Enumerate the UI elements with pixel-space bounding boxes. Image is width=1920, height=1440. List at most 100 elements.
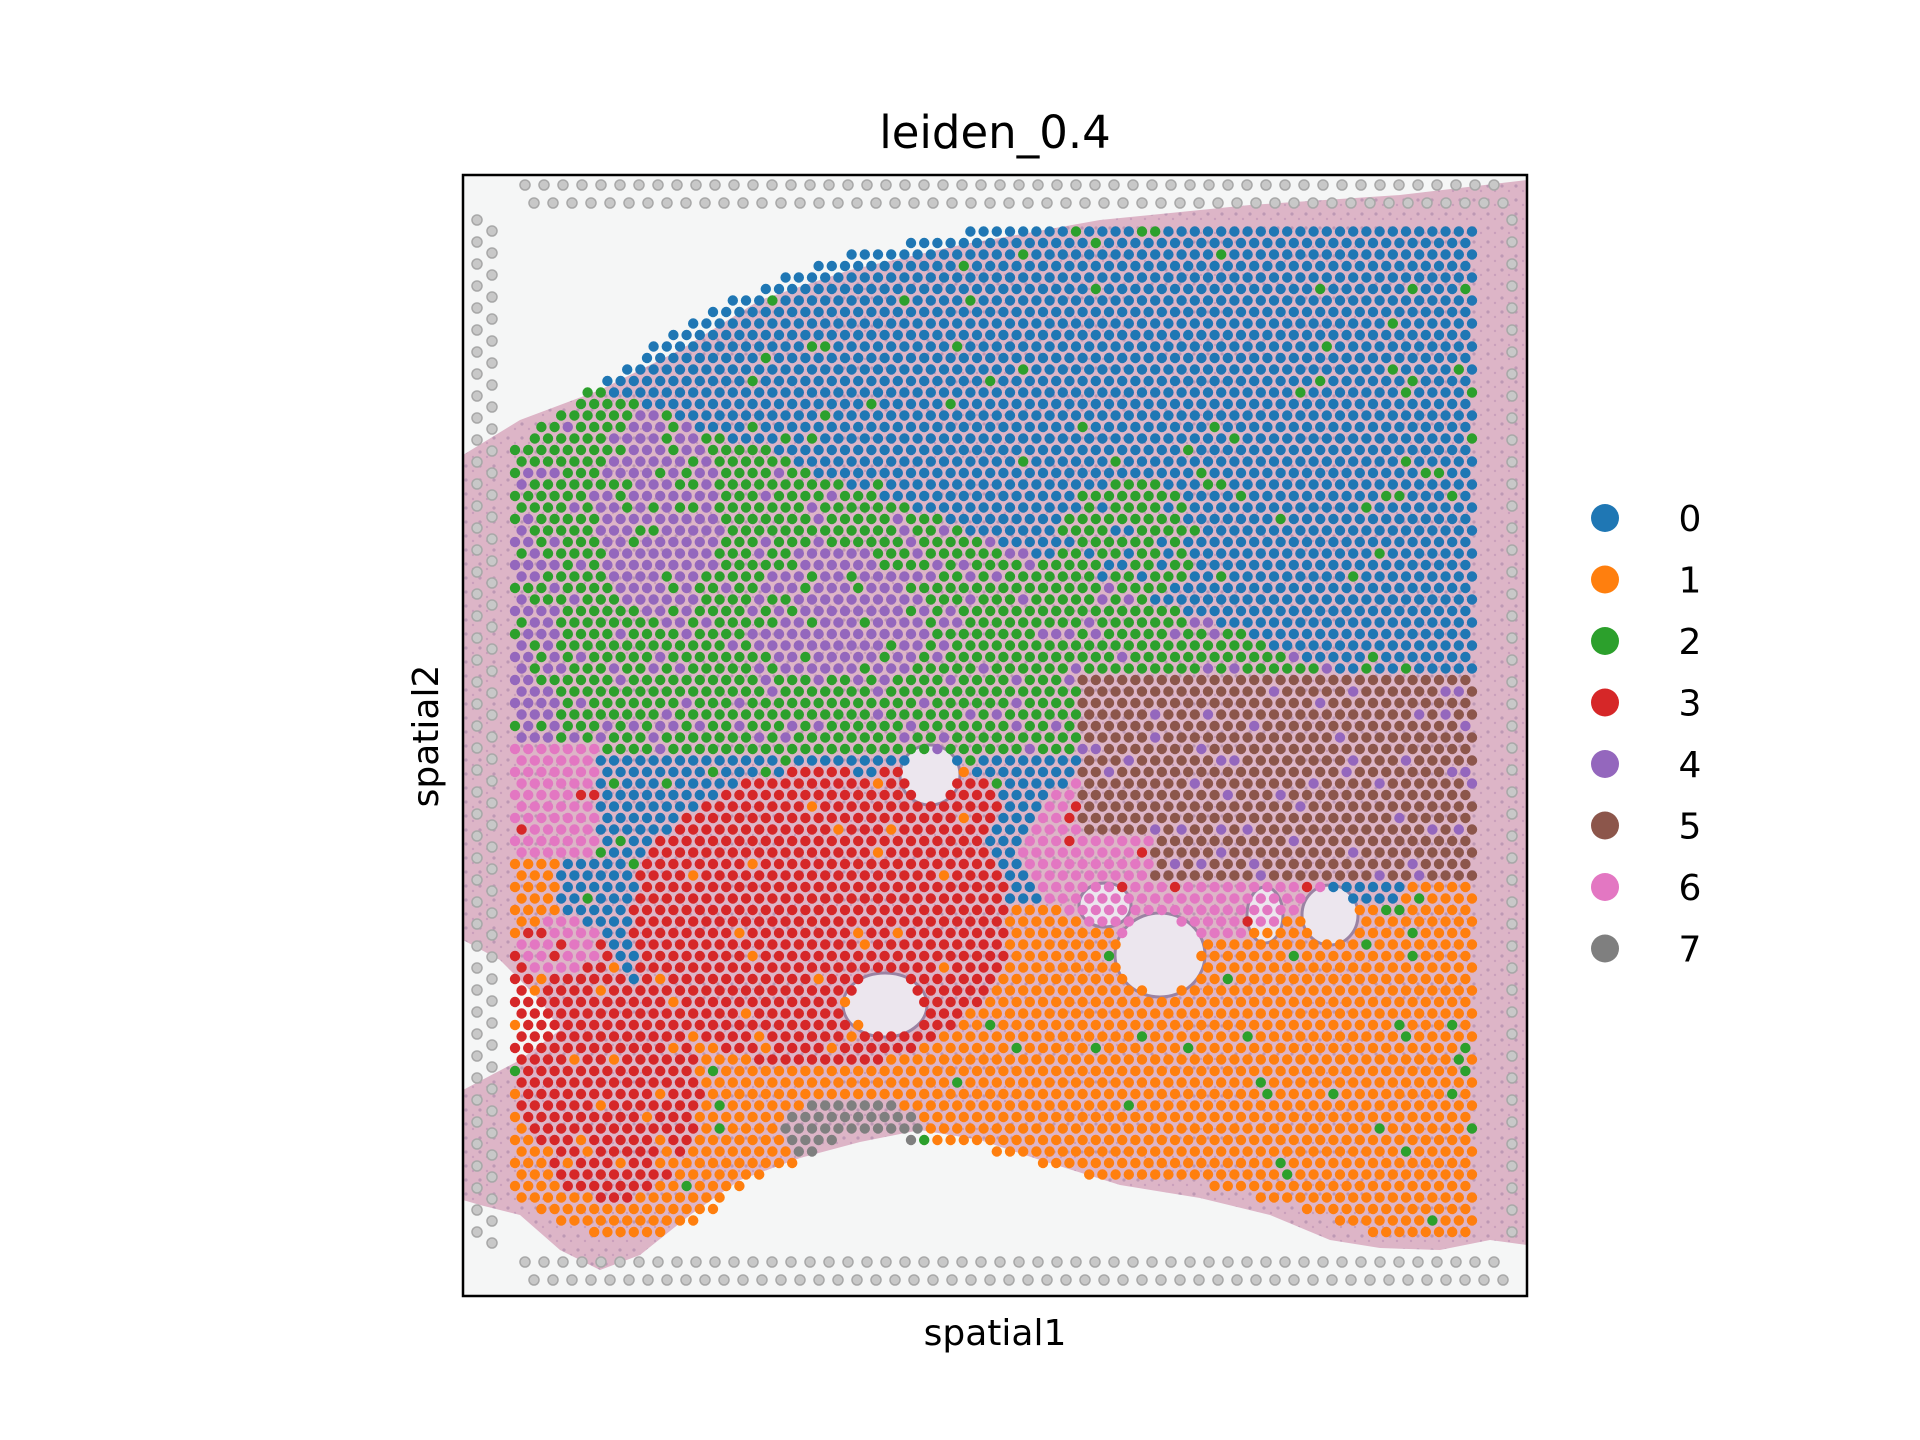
spot-cluster-0: [1308, 502, 1319, 513]
spot-cluster-0: [1341, 421, 1352, 433]
spot-cluster-0: [1381, 559, 1392, 571]
spot-cluster-2: [740, 640, 752, 651]
spot-cluster-5: [1262, 858, 1273, 870]
spot-cluster-0: [1361, 272, 1372, 283]
spot-cluster-2: [681, 674, 692, 686]
spot-cluster-2: [747, 743, 758, 755]
spot-cluster-4: [938, 732, 950, 743]
spot-cluster-0: [1024, 789, 1036, 801]
spot-cluster-0: [1169, 444, 1181, 456]
spot-cluster-0: [820, 387, 831, 398]
spot-cluster-6: [575, 950, 587, 962]
spot-cluster-3: [919, 881, 930, 893]
spot-cluster-0: [1229, 502, 1240, 513]
spot-cluster-6: [569, 847, 580, 858]
spot-cluster-0: [1414, 226, 1425, 237]
spot-cluster-0: [1077, 237, 1088, 249]
spot-cluster-2: [899, 548, 910, 559]
spot-cluster-2: [932, 674, 943, 686]
spot-cluster-3: [773, 789, 785, 801]
spot-cluster-0: [1031, 272, 1042, 283]
spot-cluster-0: [1301, 352, 1313, 364]
spot-cluster-0: [1466, 364, 1478, 375]
spot-cluster-3: [615, 996, 626, 1008]
fiducial-dot: [486, 819, 498, 831]
spot-cluster-5: [1189, 686, 1201, 697]
spot-cluster-2: [589, 513, 600, 525]
spot-cluster-0: [1011, 306, 1022, 318]
spot-cluster-2: [754, 617, 765, 628]
spot-cluster-4: [813, 651, 824, 663]
spot-cluster-5: [1242, 778, 1253, 789]
spot-cluster-0: [622, 847, 633, 858]
spot-cluster-0: [1361, 318, 1372, 329]
spot-cluster-0: [1308, 226, 1319, 237]
spot-cluster-2: [820, 410, 831, 421]
spot-cluster-3: [641, 858, 653, 870]
spot-cluster-5: [1275, 835, 1286, 847]
spot-cluster-2: [1466, 387, 1478, 398]
spot-cluster-0: [958, 513, 969, 525]
spot-cluster-3: [991, 939, 1002, 950]
spot-cluster-0: [1176, 318, 1187, 329]
spot-cluster-0: [608, 916, 620, 927]
spot-cluster-2: [787, 467, 798, 479]
spot-cluster-2: [965, 755, 976, 766]
fiducial-dot: [1506, 1116, 1518, 1128]
spot-cluster-2: [853, 697, 864, 709]
spot-cluster-0: [1381, 421, 1392, 433]
spot-cluster-4: [523, 651, 534, 663]
spot-cluster-5: [1268, 870, 1280, 881]
spot-cluster-2: [945, 720, 956, 732]
spot-cluster-0: [998, 283, 1009, 295]
spot-cluster-0: [1407, 444, 1418, 456]
spot-cluster-2: [595, 571, 606, 582]
spot-cluster-0: [1447, 559, 1458, 571]
spot-cluster-0: [1117, 306, 1128, 318]
spot-cluster-0: [628, 766, 639, 778]
spot-cluster-5: [1427, 732, 1438, 743]
spot-cluster-0: [1400, 364, 1412, 375]
spot-cluster-3: [958, 835, 969, 847]
spot-cluster-0: [1315, 444, 1326, 456]
spot-cluster-4: [872, 617, 884, 628]
spot-cluster-3: [549, 950, 560, 962]
spot-cluster-3: [740, 962, 752, 973]
spot-cluster-0: [1196, 490, 1207, 502]
spot-cluster-5: [1414, 686, 1425, 697]
spot-cluster-0: [1460, 329, 1471, 341]
spot-cluster-1: [1216, 962, 1227, 973]
fiducial-dot: [486, 533, 498, 545]
spot-cluster-5: [1130, 766, 1141, 778]
spot-cluster-3: [655, 835, 666, 847]
spot-cluster-0: [1315, 237, 1326, 249]
spot-cluster-0: [1433, 559, 1445, 571]
spot-cluster-2: [1407, 375, 1418, 387]
spot-cluster-2: [945, 559, 956, 571]
spot-cluster-0: [905, 237, 917, 249]
spot-cluster-4: [1460, 766, 1471, 778]
fiducial-dot: [471, 214, 483, 226]
spot-cluster-0: [1163, 433, 1174, 444]
spot-cluster-0: [1328, 490, 1339, 502]
spot-cluster-0: [595, 893, 606, 904]
spot-cluster-4: [661, 456, 672, 467]
spot-cluster-3: [945, 996, 956, 1008]
spot-cluster-3: [945, 881, 956, 893]
spot-cluster-4: [773, 582, 785, 594]
spot-cluster-1: [1282, 962, 1293, 973]
spot-cluster-0: [661, 801, 672, 812]
spot-cluster-6: [1130, 881, 1141, 893]
spot-cluster-0: [1018, 870, 1029, 881]
spot-cluster-5: [1176, 709, 1187, 720]
spot-cluster-4: [694, 490, 705, 502]
fiducial-dot: [1364, 197, 1376, 209]
spot-cluster-2: [859, 502, 870, 513]
spot-cluster-0: [958, 398, 969, 410]
spot-cluster-4: [892, 582, 903, 594]
fiducial-dot: [471, 742, 483, 754]
spot-cluster-2: [866, 398, 877, 410]
fiducial-dot: [486, 709, 498, 721]
spot-cluster-3: [635, 939, 646, 950]
spot-cluster-2: [556, 732, 567, 743]
